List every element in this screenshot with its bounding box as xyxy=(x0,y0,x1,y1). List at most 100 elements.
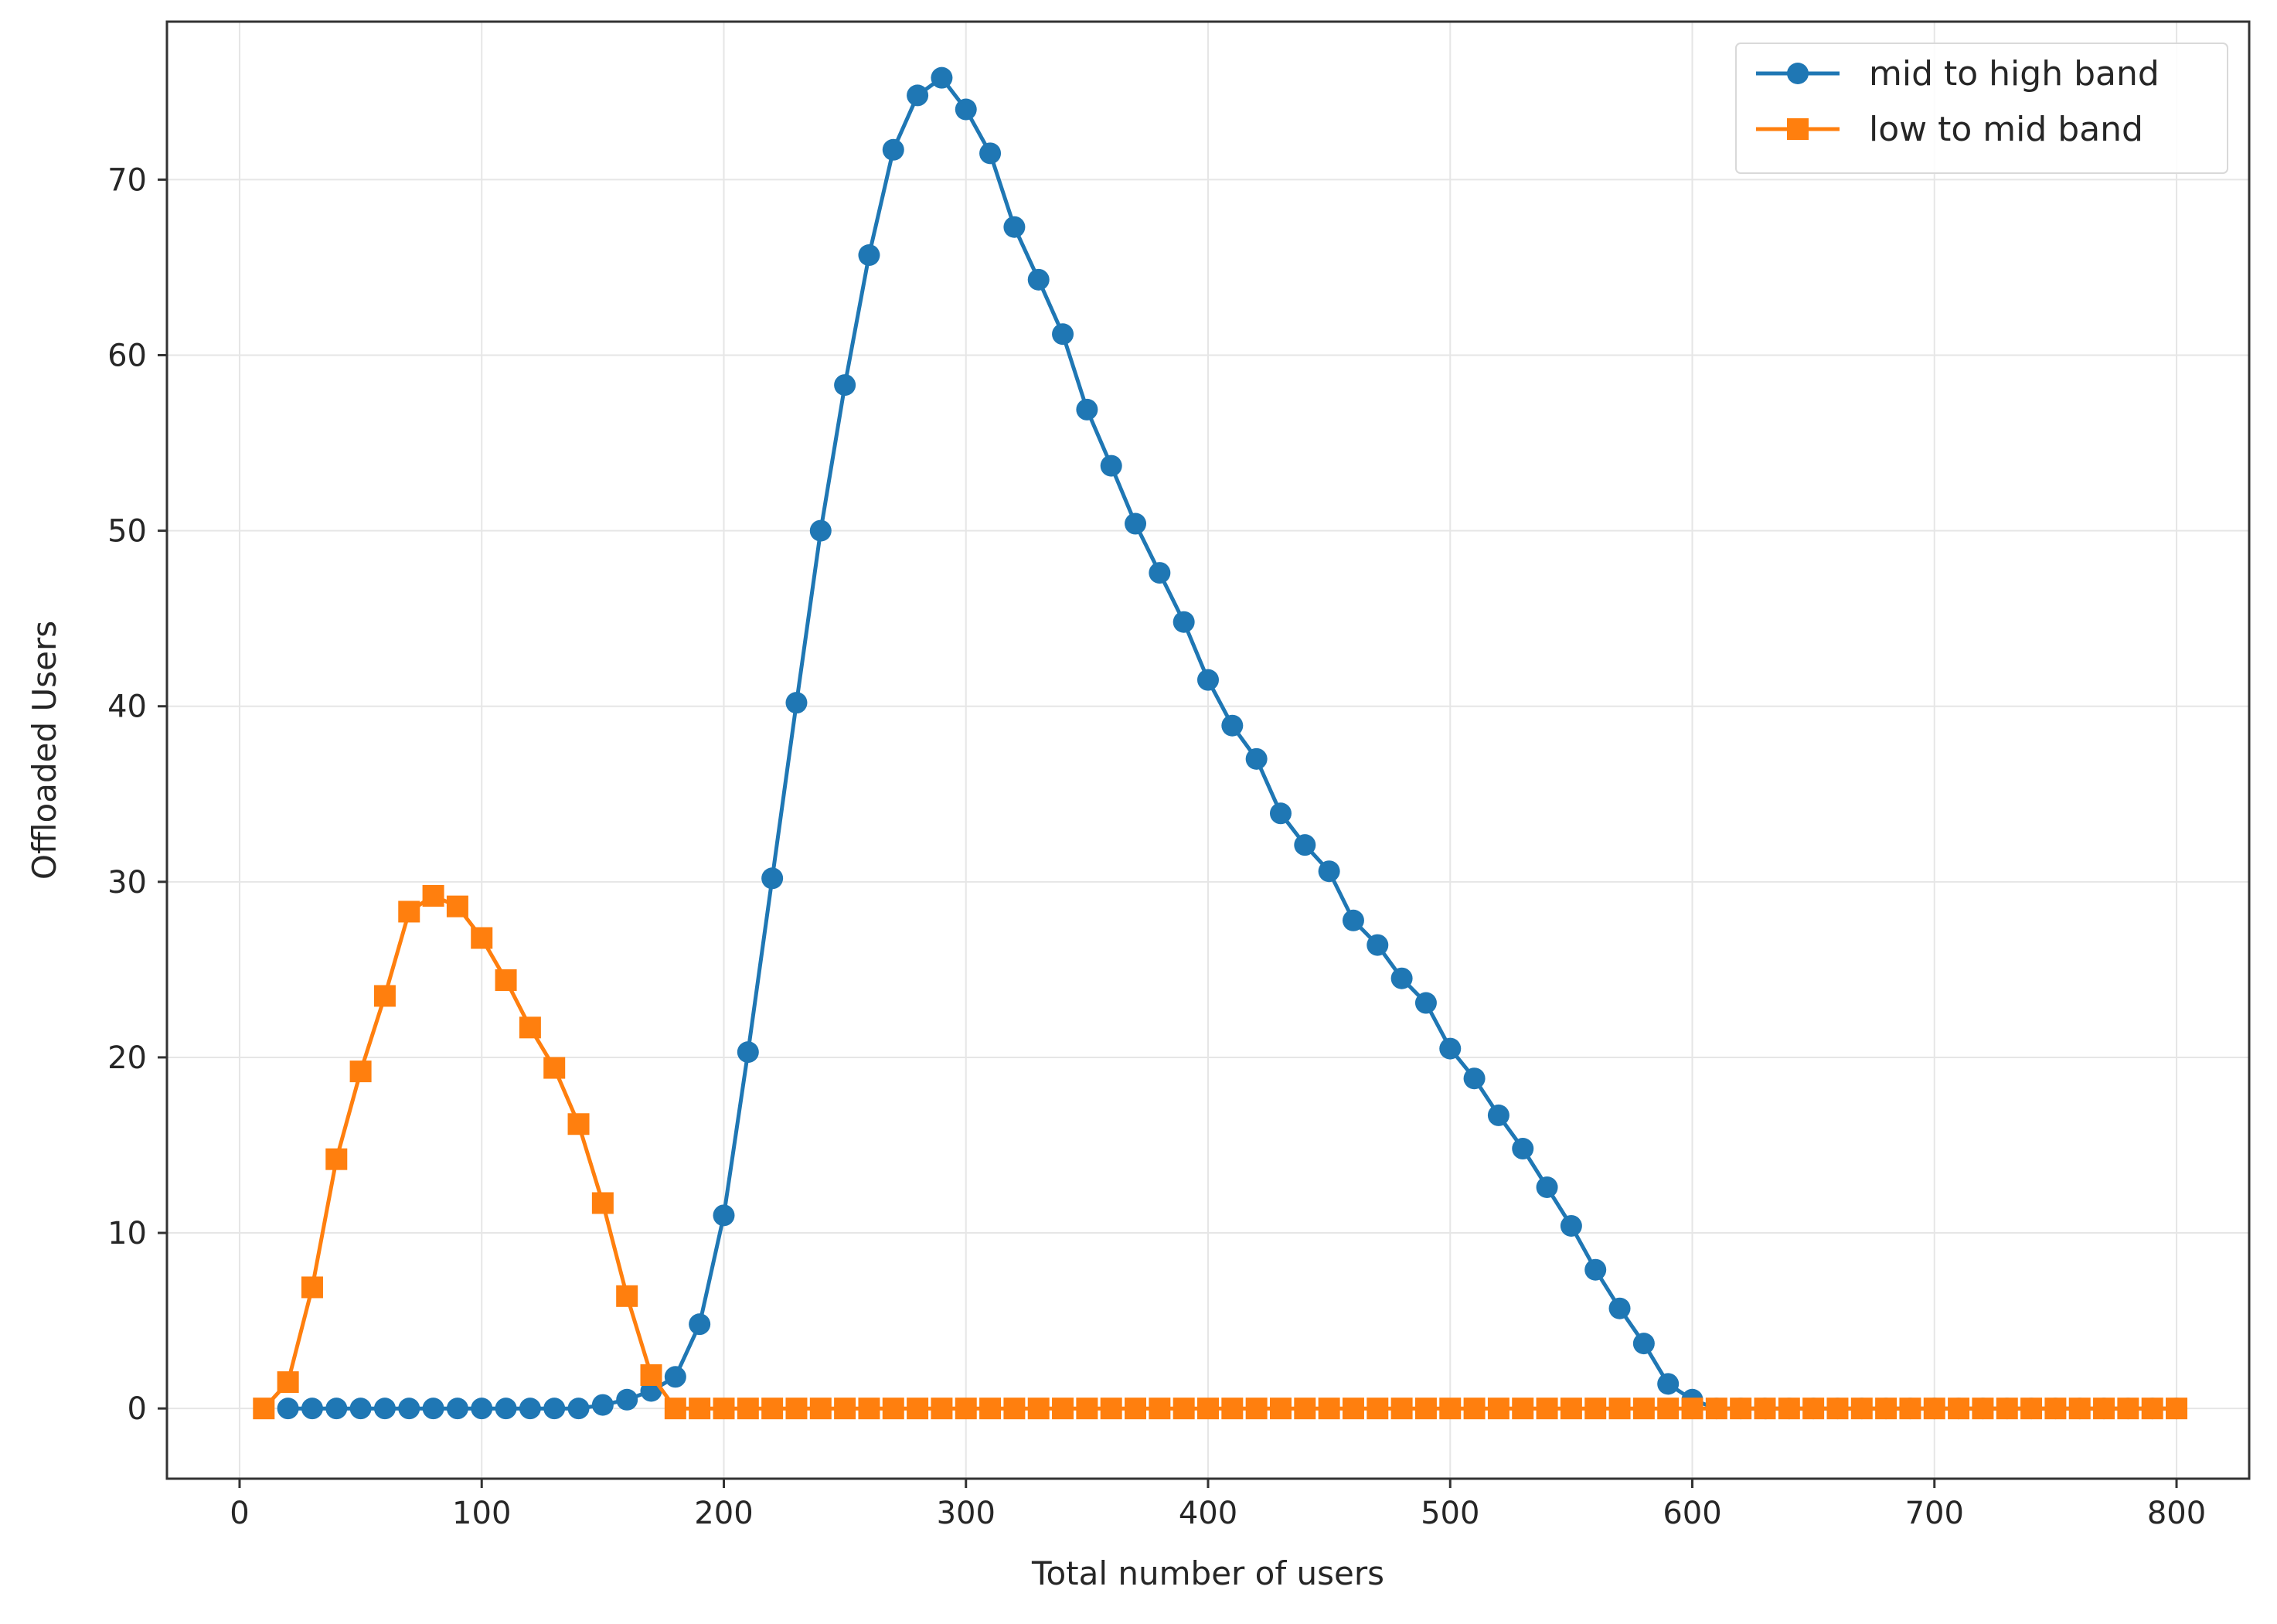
data-point xyxy=(1149,562,1171,584)
legend-marker xyxy=(1787,118,1809,140)
data-point xyxy=(1632,1333,1655,1355)
data-point xyxy=(349,1398,372,1420)
data-point xyxy=(737,1398,759,1420)
y-tick-label: 20 xyxy=(107,1040,147,1076)
data-point xyxy=(591,1394,614,1416)
data-point xyxy=(1221,714,1244,737)
data-point xyxy=(591,1192,614,1214)
data-point xyxy=(1463,1398,1486,1420)
axis-ticks: 0 100 200 300 400 500 600 700 800 0 10 20 30 40 50 60 70 xyxy=(107,162,2206,1531)
data-point xyxy=(1294,1398,1316,1420)
y-tick-label: 10 xyxy=(107,1216,147,1251)
data-point xyxy=(785,1398,808,1420)
data-point xyxy=(543,1057,566,1079)
data-point xyxy=(882,138,904,161)
data-point xyxy=(2117,1398,2139,1420)
data-point xyxy=(567,1398,590,1420)
data-point xyxy=(1100,1398,1122,1420)
data-point xyxy=(858,1398,880,1420)
y-tick-label: 50 xyxy=(107,514,147,550)
data-point xyxy=(1414,992,1437,1014)
data-point xyxy=(2166,1398,2188,1420)
data-point xyxy=(907,84,929,107)
data-point xyxy=(1948,1398,1970,1420)
data-point xyxy=(398,901,420,923)
x-tick-label: 500 xyxy=(1421,1496,1479,1531)
y-axis-label: Offloaded Users xyxy=(26,621,63,880)
data-point xyxy=(1390,1398,1413,1420)
x-tick-label: 0 xyxy=(230,1496,249,1531)
data-point xyxy=(1076,1398,1098,1420)
data-point xyxy=(277,1398,299,1420)
data-point xyxy=(1850,1398,1873,1420)
data-point xyxy=(1342,1398,1364,1420)
data-point xyxy=(1996,1398,2018,1420)
data-point xyxy=(301,1398,323,1420)
data-point xyxy=(519,1398,541,1420)
data-point xyxy=(1027,1398,1050,1420)
data-point xyxy=(1125,1398,1147,1420)
data-point xyxy=(955,1398,977,1420)
data-point xyxy=(1245,747,1268,770)
data-point xyxy=(1318,860,1340,883)
data-point xyxy=(979,142,1002,165)
data-point xyxy=(325,1398,348,1420)
y-tick-label: 60 xyxy=(107,339,147,374)
data-point xyxy=(1487,1398,1509,1420)
x-tick-label: 300 xyxy=(937,1496,996,1531)
legend-label: low to mid band xyxy=(1869,110,2143,149)
data-point xyxy=(1608,1398,1631,1420)
data-point xyxy=(1439,1037,1462,1060)
data-point xyxy=(1802,1398,1825,1420)
data-point xyxy=(1681,1398,1703,1420)
data-point xyxy=(1367,934,1389,956)
y-tick-label: 40 xyxy=(107,689,147,725)
y-tick-label: 30 xyxy=(107,865,147,901)
data-point xyxy=(785,692,808,714)
data-point xyxy=(1294,834,1316,856)
data-point xyxy=(809,1398,832,1420)
x-tick-label: 100 xyxy=(452,1496,511,1531)
data-point xyxy=(713,1398,735,1420)
data-point xyxy=(2020,1398,2043,1420)
data-point xyxy=(495,1398,517,1420)
data-point xyxy=(1197,1398,1219,1420)
data-point xyxy=(1923,1398,1945,1420)
data-point xyxy=(1826,1398,1849,1420)
data-point xyxy=(1003,1398,1026,1420)
legend-item: mid to high band xyxy=(1756,54,2160,94)
legend-marker xyxy=(1787,63,1809,84)
data-point xyxy=(1899,1398,1921,1420)
data-point xyxy=(1245,1398,1268,1420)
data-point xyxy=(737,1041,759,1064)
data-point xyxy=(1487,1104,1509,1126)
data-point xyxy=(567,1113,590,1135)
data-point xyxy=(761,1398,784,1420)
data-point xyxy=(713,1204,735,1227)
data-point xyxy=(689,1398,711,1420)
data-point xyxy=(1100,455,1122,477)
data-point xyxy=(1173,611,1195,633)
data-point xyxy=(834,374,856,397)
data-point xyxy=(1463,1067,1486,1090)
data-point xyxy=(2044,1398,2067,1420)
x-tick-label: 800 xyxy=(2147,1496,2206,1531)
data-point xyxy=(931,66,953,89)
data-point xyxy=(519,1016,541,1039)
legend: mid to high band low to mid band xyxy=(1735,43,2228,174)
data-point xyxy=(253,1398,275,1420)
data-point xyxy=(1512,1398,1534,1420)
data-point xyxy=(1076,398,1098,420)
data-point xyxy=(301,1276,323,1299)
data-point xyxy=(373,1398,396,1420)
data-point xyxy=(1584,1258,1607,1281)
data-point xyxy=(1632,1398,1655,1420)
data-point xyxy=(1972,1398,1994,1420)
x-tick-label: 400 xyxy=(1179,1496,1237,1531)
data-point xyxy=(1584,1398,1607,1420)
data-point xyxy=(2141,1398,2163,1420)
data-point xyxy=(761,867,784,890)
data-point xyxy=(1536,1176,1558,1198)
data-point xyxy=(277,1371,299,1394)
data-point xyxy=(471,927,493,949)
